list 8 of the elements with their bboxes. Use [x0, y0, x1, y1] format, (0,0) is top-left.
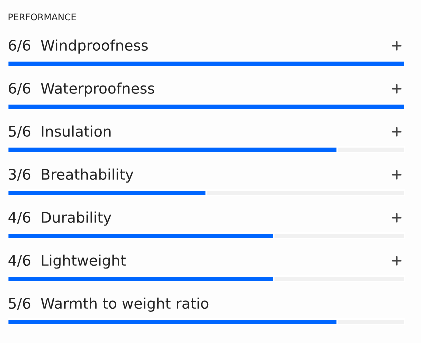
- y-tick-label: 5/6 Insulation: [9, 126, 111, 138]
- y-tick-label: 4/6 Durability: [8, 212, 112, 226]
- y-tick-label: 5/6 Warmth to weight ratio: [9, 298, 209, 312]
- y-tick-label: 6/6 Windproofness: [9, 40, 148, 54]
- y-tick-label: 3/6 Breathability: [9, 168, 134, 183]
- chart-title: PERFORMANCE: [8, 14, 76, 21]
- y-tick-label: 6/6 Waterproofness: [9, 82, 154, 97]
- y-tick-label: 4/6 Lightweight: [8, 254, 126, 269]
